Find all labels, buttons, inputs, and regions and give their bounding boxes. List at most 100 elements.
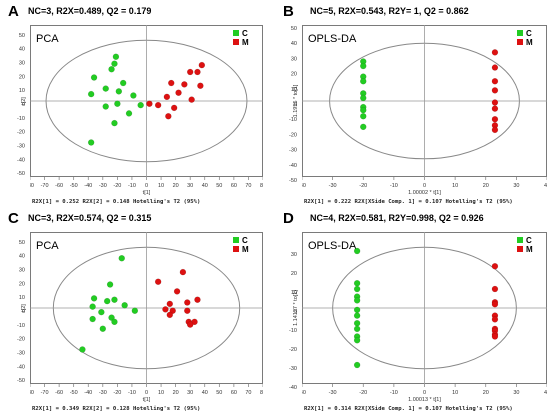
x-tick-label: -10 [128,183,136,189]
x-tick-label: 10 [452,390,458,396]
x-tick-label: 80 [260,390,263,396]
y-axis-label: t[2] [21,304,27,312]
y-tick-label: 10 [19,88,25,94]
point-c [111,60,118,67]
point-c [130,92,137,99]
panel-letter: C [8,210,19,227]
y-tick-labels: -50 -40 -30 -20 -10 0 10 20 30 40 50 [17,240,25,384]
x-tick-label: 20 [483,183,489,189]
legend-swatch-c [233,237,239,243]
y-tick-label: -30 [17,143,25,149]
model-stats: NC=4, R2X=0.581, R2Y=0.998, Q2 = 0.926 [310,213,484,223]
x-tick-label: 10 [452,183,458,189]
point-c [360,94,367,102]
y-tick-label: 0 [22,102,25,108]
point-m [184,299,191,306]
scatter-plot: -40 -30 -20 -10 0 10 20 30 40 1.00002 * t[1] R2X[1… [302,25,547,205]
x-tick-label: 70 [245,390,251,396]
x-tick-label: -30 [329,183,337,189]
y-axis-label-wrap: 1.1955 * to[1] [293,84,299,117]
point-m [491,87,499,94]
point-c [360,123,367,131]
legend-label: M [242,38,249,47]
point-c [111,119,118,127]
y-tick-label: -10 [17,323,25,329]
point-c [102,85,109,92]
legend-swatch-m [233,246,239,252]
point-m [181,81,188,88]
point-m [175,89,182,96]
point-m [166,300,174,308]
point-m [197,82,204,89]
y-tick-label: -10 [289,328,297,334]
y-tick-label: 20 [291,271,297,277]
legend-swatch-c [517,30,523,36]
model-stats: NC=5, R2X=0.543, R2Y= 1, Q2 = 0.862 [310,6,469,16]
point-m [146,100,153,107]
point-c [111,318,118,326]
y-tick-label: -30 [289,366,297,372]
point-c [106,281,114,288]
point-c [99,325,107,332]
point-m [491,64,499,71]
x-tick-label: -80 [30,390,34,396]
model-stats: NC=3, R2X=0.489, Q2 = 0.179 [28,6,152,16]
point-m [491,316,499,323]
point-c [360,78,367,85]
legend-label: C [526,29,532,38]
y-tick-label: -20 [17,337,25,343]
panel-letter: B [283,3,294,20]
y-tick-label: -50 [17,171,25,177]
point-m [491,49,499,56]
point-m [194,68,201,76]
y-tick-label: -30 [289,148,297,154]
point-m [491,300,499,308]
point-m [179,268,187,276]
legend-label: C [242,236,248,245]
x-tick-label: 30 [513,183,519,189]
legend-swatch-m [517,246,523,252]
x-tick-label: -30 [99,390,107,396]
y-tick-label: 40 [19,47,25,53]
x-tick-label: -10 [128,390,136,396]
x-axis-label: t[1] [143,397,151,403]
panel-letter: A [8,3,19,20]
x-tick-label: -40 [302,390,306,396]
point-c [98,308,105,316]
x-tick-label: 80 [260,183,263,189]
point-c [89,303,96,310]
point-m [191,318,198,326]
y-tick-label: -40 [17,364,25,370]
point-c [111,296,118,303]
scatter-plot: -80 -70 -60 -50 -40 -30 -20 -10 0 10 20 30 40 50 60 70 8… [30,232,263,412]
x-tick-label: -10 [390,183,398,189]
point-c [353,280,361,287]
y-tick-label: 30 [291,252,297,258]
point-m [194,296,201,303]
point-c [353,285,361,293]
point-c [79,346,86,353]
point-c [353,297,361,304]
point-c [102,103,109,110]
point-c [87,90,95,98]
x-tick-label: -20 [113,183,121,189]
point-c [118,255,125,262]
y-tick-label: 10 [291,87,297,93]
legend-label: M [526,245,533,254]
x-axis-label: 1.00002 * t[1] [408,190,441,196]
y-tick-label: 50 [19,33,25,39]
point-c [114,100,121,107]
legend-swatch-m [517,39,523,45]
point-m [162,306,169,313]
x-tick-label: -20 [113,390,121,396]
legend-label: C [242,29,248,38]
point-c [353,306,361,314]
x-tick-label: 0 [423,183,426,189]
x-tick-label: -30 [329,390,337,396]
legend-label: C [526,236,532,245]
x-tick-label: -70 [41,390,49,396]
x-tick-label: 0 [423,390,426,396]
point-m [188,96,195,103]
y-tick-label: -40 [289,163,297,169]
point-c [360,106,367,114]
